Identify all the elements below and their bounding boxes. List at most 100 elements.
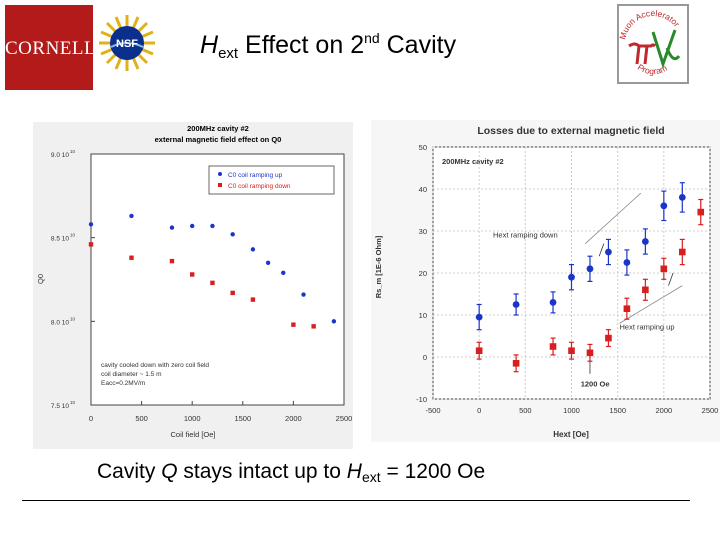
x-tick-label: 500 [519, 406, 532, 415]
legend-label: C0 coil ramping down [228, 183, 291, 190]
x-tick-label: 2500 [336, 414, 353, 423]
data-point-up [265, 260, 271, 265]
chart-annotation: Eacc=0.2MV/m [101, 380, 145, 387]
data-point-down [660, 265, 668, 273]
legend-label: C0 coil ramping up [228, 172, 283, 179]
legend-marker [218, 172, 222, 176]
data-point-down [129, 255, 134, 260]
y-tick-label: 30 [419, 227, 427, 236]
caption-prefix: Cavity [97, 460, 162, 483]
x-tick-label: 0 [89, 414, 93, 423]
y-tick-exponent: 10 [70, 233, 76, 238]
y-tick-label: 0 [423, 353, 427, 362]
annotation-ramping-down: Hext ramping down [493, 230, 558, 239]
chart-title: Losses due to external magnetic field [477, 125, 664, 137]
caption-middle: stays intact up to [177, 460, 347, 483]
muon-logo-bottom-text: Program [636, 62, 669, 76]
data-point-up [678, 194, 686, 201]
y-axis-label: Q0 [36, 274, 45, 284]
data-point-up [169, 225, 175, 230]
q0-vs-coil-field-chart: 200MHz cavity #2 external magnetic field … [33, 122, 353, 449]
data-point-down [190, 272, 195, 277]
slide-caption: Cavity Q stays intact up to Hext = 1200 … [97, 460, 485, 485]
data-point-down [568, 347, 575, 354]
title-mid: Effect on 2 [238, 31, 365, 59]
data-point-up [230, 232, 235, 237]
legend-marker [218, 183, 222, 187]
data-point-up [641, 238, 649, 245]
x-tick-label: 2000 [285, 414, 302, 423]
mu-symbol-icon [665, 47, 681, 61]
x-axis-label: Coil field [Oe] [170, 430, 215, 439]
data-point-up [281, 270, 286, 276]
title-sup: nd [364, 30, 380, 46]
plot-area [90, 153, 345, 406]
losses-vs-hext-chart: Losses due to external magnetic field200… [371, 120, 720, 442]
data-point-up [605, 248, 612, 256]
title-end: Cavity [379, 31, 457, 59]
data-point-up [568, 273, 575, 281]
data-point-down [697, 208, 705, 216]
data-point-down [88, 242, 94, 247]
page-title: Hext Effect on 2nd Cavity [200, 30, 540, 62]
title-h: H [200, 31, 219, 59]
y-tick-label: 20 [419, 269, 427, 278]
legend-box [208, 165, 335, 195]
annotation-1200-oe: 1200 Oe [581, 379, 610, 388]
data-point-up [623, 259, 631, 266]
data-point-down [549, 343, 557, 350]
y-axis-label: Rs_m [1E-6 Ohm] [374, 235, 383, 298]
data-point-up [475, 313, 483, 321]
annotation-leader [619, 285, 683, 324]
data-point-up [660, 202, 668, 210]
data-point-down [605, 334, 612, 342]
x-tick-label: 1500 [234, 414, 251, 423]
data-point-down [512, 360, 520, 367]
y-tick-label: 8.5 10 [51, 236, 69, 243]
data-point-up [301, 292, 306, 297]
data-point-up [331, 319, 337, 324]
data-point-up [190, 223, 195, 229]
data-point-up [129, 213, 134, 219]
data-point-down [291, 322, 296, 327]
data-point-down [169, 258, 175, 264]
y-tick-label: 10 [419, 311, 427, 320]
x-tick-label: 1000 [563, 406, 580, 415]
y-tick-label: 9.0 10 [51, 152, 69, 159]
y-tick-exponent: 10 [70, 316, 76, 321]
data-point-up [512, 301, 520, 308]
nsf-logo: NSF [99, 15, 155, 71]
data-point-down [642, 286, 649, 294]
y-tick-label: 7.5 10 [51, 403, 69, 410]
data-point-down [311, 324, 316, 329]
chart-subtitle: external magnetic field effect on Q0 [155, 135, 282, 144]
title-h-sub: ext [218, 45, 239, 62]
data-point-up [586, 265, 594, 273]
data-point-down [679, 248, 686, 256]
caption-q: Q [161, 460, 178, 483]
cornell-logo-text: CORNELL [5, 38, 97, 59]
caption-suffix: = 1200 Oe [380, 460, 486, 483]
x-tick-label: 0 [477, 406, 481, 415]
muon-program-logo: Muon Accelerator Program [617, 4, 689, 84]
x-tick-label: 2000 [655, 406, 672, 415]
data-point-up [549, 299, 557, 306]
horizontal-divider [22, 500, 690, 501]
nu-symbol-icon [651, 29, 677, 69]
chart-annotation: coil diameter ~ 1.5 m [101, 371, 162, 378]
x-tick-label: 500 [135, 414, 148, 423]
data-point-down [586, 349, 594, 357]
x-tick-label: 2500 [702, 406, 719, 415]
x-axis-label: Hext [Oe] [553, 430, 589, 439]
data-point-up [88, 222, 94, 227]
y-tick-label: 50 [419, 143, 427, 152]
annotation-arrow [668, 272, 674, 286]
chart-subtitle: 200MHz cavity #2 [442, 157, 504, 166]
nsf-logo-text: NSF [116, 38, 138, 50]
x-tick-label: -500 [425, 406, 440, 415]
data-point-down [623, 305, 631, 312]
cornell-logo: CORNELL [5, 5, 97, 90]
data-point-down [475, 347, 483, 354]
data-point-down [230, 290, 235, 296]
data-point-down [210, 280, 215, 286]
